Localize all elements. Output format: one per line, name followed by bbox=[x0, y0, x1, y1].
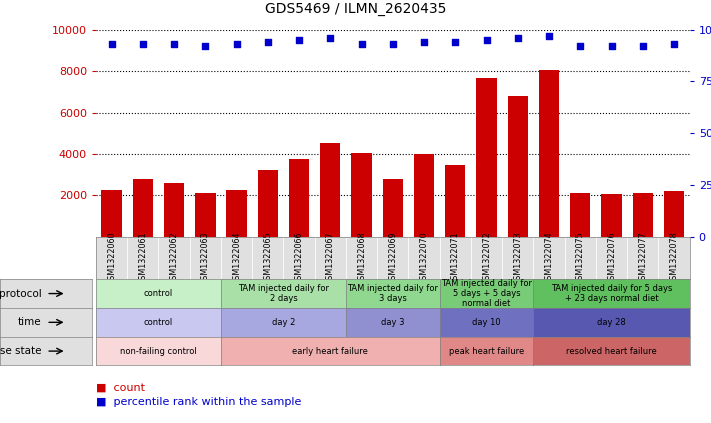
Text: protocol: protocol bbox=[0, 288, 42, 299]
Point bbox=[137, 41, 149, 47]
Text: GDS5469 / ILMN_2620435: GDS5469 / ILMN_2620435 bbox=[264, 2, 447, 16]
Text: GSM1322078: GSM1322078 bbox=[670, 231, 678, 285]
Text: day 10: day 10 bbox=[472, 318, 501, 327]
Text: GSM1322067: GSM1322067 bbox=[326, 231, 335, 285]
Text: GSM1322068: GSM1322068 bbox=[357, 231, 366, 285]
Point bbox=[231, 41, 242, 47]
Text: disease state: disease state bbox=[0, 346, 42, 356]
Bar bbox=[570, 193, 590, 237]
Point bbox=[668, 41, 680, 47]
Point bbox=[574, 43, 586, 49]
Text: GSM1322077: GSM1322077 bbox=[638, 231, 647, 285]
Point bbox=[106, 41, 117, 47]
Point bbox=[325, 35, 336, 41]
Text: GSM1322062: GSM1322062 bbox=[170, 231, 178, 285]
Point bbox=[449, 38, 461, 45]
Bar bbox=[664, 191, 684, 237]
Point bbox=[512, 35, 523, 41]
Text: ■  count: ■ count bbox=[96, 382, 145, 393]
Text: day 28: day 28 bbox=[597, 318, 626, 327]
Text: GSM1322076: GSM1322076 bbox=[607, 231, 616, 285]
Text: TAM injected daily for
2 days: TAM injected daily for 2 days bbox=[238, 284, 329, 303]
Point bbox=[387, 41, 398, 47]
Bar bbox=[476, 78, 497, 237]
Point bbox=[637, 43, 648, 49]
Bar bbox=[445, 165, 466, 237]
Text: TAM injected daily for
3 days: TAM injected daily for 3 days bbox=[348, 284, 438, 303]
Text: time: time bbox=[18, 317, 42, 327]
Bar bbox=[383, 179, 403, 237]
Point bbox=[606, 43, 617, 49]
Bar bbox=[196, 193, 215, 237]
Bar bbox=[226, 190, 247, 237]
Bar bbox=[351, 153, 372, 237]
Bar bbox=[633, 193, 653, 237]
Text: TAM injected daily for 5 days
+ 23 days normal diet: TAM injected daily for 5 days + 23 days … bbox=[551, 284, 672, 303]
Point bbox=[543, 33, 555, 39]
Bar bbox=[320, 143, 341, 237]
Point bbox=[356, 41, 368, 47]
Text: GSM1322066: GSM1322066 bbox=[294, 231, 304, 285]
Bar bbox=[539, 70, 560, 237]
Text: GSM1322071: GSM1322071 bbox=[451, 231, 460, 285]
Bar bbox=[289, 159, 309, 237]
Text: GSM1322063: GSM1322063 bbox=[201, 231, 210, 285]
Text: TAM injected daily for
5 days + 5 days
normal diet: TAM injected daily for 5 days + 5 days n… bbox=[441, 279, 532, 308]
Text: ■  percentile rank within the sample: ■ percentile rank within the sample bbox=[96, 397, 301, 407]
Point bbox=[169, 41, 180, 47]
Text: GSM1322072: GSM1322072 bbox=[482, 231, 491, 285]
Text: GSM1322060: GSM1322060 bbox=[107, 231, 116, 285]
Bar bbox=[164, 183, 184, 237]
Bar bbox=[602, 195, 621, 237]
Text: GSM1322065: GSM1322065 bbox=[263, 231, 272, 285]
Point bbox=[294, 37, 305, 44]
Bar bbox=[257, 170, 278, 237]
Text: day 3: day 3 bbox=[381, 318, 405, 327]
Bar bbox=[102, 190, 122, 237]
Text: GSM1322075: GSM1322075 bbox=[576, 231, 585, 285]
Point bbox=[481, 37, 492, 44]
Text: non-failing control: non-failing control bbox=[120, 346, 197, 356]
Text: GSM1322074: GSM1322074 bbox=[545, 231, 554, 285]
Bar bbox=[133, 179, 153, 237]
Text: early heart failure: early heart failure bbox=[292, 346, 368, 356]
Text: control: control bbox=[144, 289, 173, 298]
Text: GSM1322070: GSM1322070 bbox=[419, 231, 429, 285]
Text: GSM1322061: GSM1322061 bbox=[139, 231, 147, 285]
Point bbox=[200, 43, 211, 49]
Bar bbox=[414, 154, 434, 237]
Text: peak heart failure: peak heart failure bbox=[449, 346, 524, 356]
Point bbox=[418, 38, 429, 45]
Text: GSM1322064: GSM1322064 bbox=[232, 231, 241, 285]
Text: resolved heart failure: resolved heart failure bbox=[566, 346, 657, 356]
Text: GSM1322069: GSM1322069 bbox=[388, 231, 397, 285]
Bar bbox=[508, 96, 528, 237]
Text: day 2: day 2 bbox=[272, 318, 295, 327]
Text: control: control bbox=[144, 318, 173, 327]
Text: GSM1322073: GSM1322073 bbox=[513, 231, 523, 285]
Point bbox=[262, 38, 274, 45]
